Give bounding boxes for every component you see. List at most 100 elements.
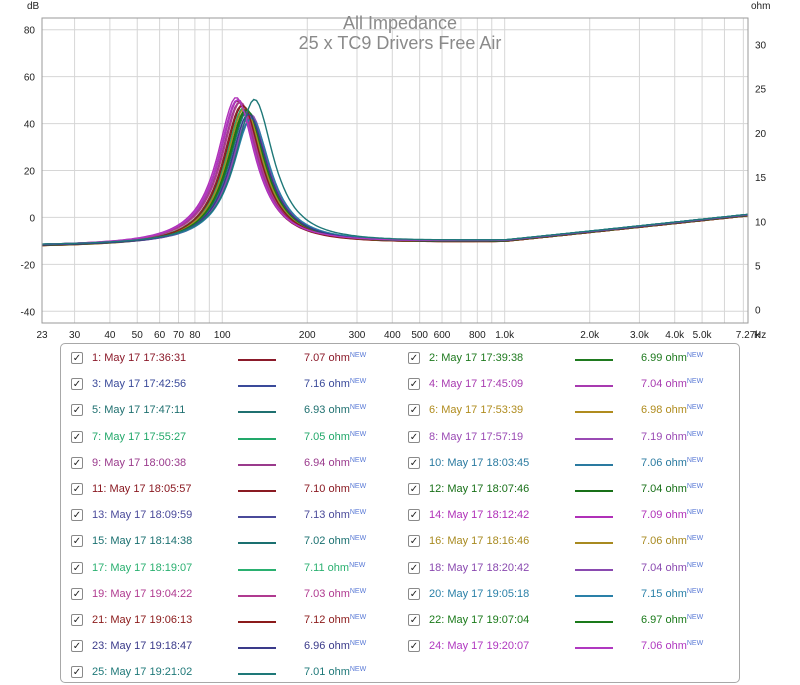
legend-item[interactable]: ✓ 18: May 17 18:20:42 7.04 ohmNEW [398, 560, 738, 580]
left-tick-label: 80 [24, 26, 36, 37]
legend-item[interactable]: ✓ 22: May 17 19:07:04 6.97 ohmNEW [398, 612, 738, 632]
series-value-text: 7.05 ohm [304, 430, 350, 443]
series-checkbox[interactable]: ✓ [71, 535, 83, 548]
series-curves [41, 97, 749, 247]
legend-item[interactable]: ✓ 3: May 17 17:42:56 7.16 ohmNEW [61, 376, 401, 396]
series-swatch [575, 568, 613, 571]
legend-item[interactable]: ✓ 7: May 17 17:55:27 7.05 ohmNEW [61, 429, 401, 449]
series-value-text: 6.98 ohm [641, 404, 687, 417]
series-value-text: 7.09 ohm [641, 509, 687, 522]
series-swatch [575, 516, 613, 519]
new-tag: NEW [349, 666, 367, 674]
series-checkbox[interactable]: ✓ [408, 509, 420, 522]
legend-item[interactable]: ✓ 19: May 17 19:04:22 7.03 ohmNEW [61, 586, 401, 606]
series-swatch [575, 437, 613, 440]
series-checkbox[interactable]: ✓ [408, 561, 420, 574]
series-swatch [238, 490, 276, 492]
legend-item[interactable]: ✓ 12: May 17 18:07:46 7.04 ohmNEW [398, 481, 738, 501]
series-checkbox[interactable]: ✓ [71, 587, 83, 600]
series-checkbox[interactable]: ✓ [408, 483, 420, 495]
series-checkbox[interactable]: ✓ [71, 430, 83, 443]
series-swatch [575, 411, 613, 414]
series-value-text: 7.01 ohm [304, 666, 350, 679]
series-swatch [238, 411, 276, 414]
series-value: 7.04 ohmNEW [641, 562, 703, 574]
new-tag: NEW [349, 535, 367, 543]
right-tick-label: 0 [755, 306, 761, 317]
legend-item[interactable]: ✓ 11: May 17 18:05:57 7.10 ohmNEW [61, 481, 401, 501]
series-swatch [238, 647, 276, 650]
series-checkbox[interactable]: ✓ [71, 614, 83, 626]
series-value: 6.97 ohmNEW [641, 614, 703, 626]
series-checkbox[interactable]: ✓ [408, 456, 420, 469]
series-label: 25: May 17 19:21:02 [92, 666, 193, 679]
legend-item[interactable]: ✓ 1: May 17 17:36:31 7.07 ohmNEW [61, 350, 401, 370]
series-checkbox[interactable]: ✓ [71, 378, 83, 391]
series-checkbox[interactable]: ✓ [71, 666, 83, 679]
x-tick-label: 400 [384, 330, 401, 341]
x-tick-label: 7.27k [736, 330, 761, 341]
legend-item[interactable]: ✓ 21: May 17 19:06:13 7.12 ohmNEW [61, 612, 401, 632]
x-tick-label: 2.0k [580, 330, 600, 341]
legend-item[interactable]: ✓ 8: May 17 17:57:19 7.19 ohmNEW [398, 429, 738, 449]
series-checkbox[interactable]: ✓ [408, 404, 420, 417]
legend-item[interactable]: ✓ 6: May 17 17:53:39 6.98 ohmNEW [398, 402, 738, 422]
series-value: 7.01 ohmNEW [304, 666, 366, 678]
legend-item[interactable]: ✓ 16: May 17 18:16:46 7.06 ohmNEW [398, 533, 738, 553]
legend-item[interactable]: ✓ 2: May 17 17:39:38 6.99 ohmNEW [398, 350, 738, 370]
legend-item[interactable]: ✓ 24: May 17 19:20:07 7.06 ohmNEW [398, 638, 738, 658]
legend-item[interactable]: ✓ 20: May 17 19:05:18 7.15 ohmNEW [398, 586, 738, 606]
legend-item[interactable]: ✓ 17: May 17 18:19:07 7.11 ohmNEW [61, 560, 401, 580]
series-swatch [575, 594, 613, 597]
legend-item[interactable]: ✓ 15: May 17 18:14:38 7.02 ohmNEW [61, 533, 401, 553]
x-tick-label: 30 [69, 330, 81, 341]
series-value-text: 7.04 ohm [641, 483, 687, 495]
series-swatch [238, 594, 276, 597]
series-checkbox[interactable]: ✓ [71, 509, 83, 522]
series-checkbox[interactable]: ✓ [71, 456, 83, 469]
series-value-text: 7.10 ohm [304, 483, 350, 495]
series-label: 16: May 17 18:16:46 [429, 535, 530, 548]
series-checkbox[interactable]: ✓ [408, 352, 420, 364]
series-checkbox[interactable]: ✓ [71, 640, 83, 653]
series-checkbox[interactable]: ✓ [408, 535, 420, 548]
new-tag: NEW [686, 483, 704, 490]
series-value-text: 7.15 ohm [641, 587, 687, 600]
series-line [41, 98, 749, 245]
series-value: 7.12 ohmNEW [304, 614, 366, 626]
legend-item[interactable]: ✓ 9: May 17 18:00:38 6.94 ohmNEW [61, 455, 401, 475]
series-checkbox[interactable]: ✓ [408, 430, 420, 443]
plot-frame [41, 17, 749, 324]
series-checkbox[interactable]: ✓ [71, 483, 83, 495]
series-line [41, 112, 749, 245]
legend-item[interactable]: ✓ 5: May 17 17:47:11 6.93 ohmNEW [61, 402, 401, 422]
legend-item[interactable]: ✓ 13: May 17 18:09:59 7.13 ohmNEW [61, 507, 401, 527]
legend-item[interactable]: ✓ 25: May 17 19:21:02 7.01 ohmNEW [61, 664, 401, 684]
series-value-text: 6.94 ohm [304, 456, 350, 469]
right-tick-label: 25 [755, 85, 767, 96]
series-value: 7.10 ohmNEW [304, 483, 366, 495]
series-checkbox[interactable]: ✓ [408, 640, 420, 653]
series-value: 6.94 ohmNEW [304, 457, 366, 469]
series-checkbox[interactable]: ✓ [408, 587, 420, 600]
legend-item[interactable]: ✓ 4: May 17 17:45:09 7.04 ohmNEW [398, 376, 738, 396]
series-line [41, 98, 749, 245]
series-checkbox[interactable]: ✓ [71, 352, 83, 364]
series-checkbox[interactable]: ✓ [408, 378, 420, 391]
series-checkbox[interactable]: ✓ [71, 404, 83, 417]
legend-item[interactable]: ✓ 23: May 17 19:18:47 6.96 ohmNEW [61, 638, 401, 658]
series-value: 7.03 ohmNEW [304, 588, 366, 600]
legend-item[interactable]: ✓ 14: May 17 18:12:42 7.09 ohmNEW [398, 507, 738, 527]
new-tag: NEW [686, 404, 704, 412]
x-tick-label: 300 [349, 330, 366, 341]
series-label: 15: May 17 18:14:38 [92, 535, 193, 548]
series-value-text: 6.96 ohm [304, 640, 350, 653]
series-swatch [575, 647, 613, 650]
series-checkbox[interactable]: ✓ [71, 561, 83, 574]
legend-item[interactable]: ✓ 10: May 17 18:03:45 7.06 ohmNEW [398, 455, 738, 475]
series-checkbox[interactable]: ✓ [408, 614, 420, 626]
new-tag: NEW [349, 456, 367, 464]
series-label: 1: May 17 17:36:31 [92, 352, 187, 364]
x-tick-label: 60 [154, 330, 166, 341]
